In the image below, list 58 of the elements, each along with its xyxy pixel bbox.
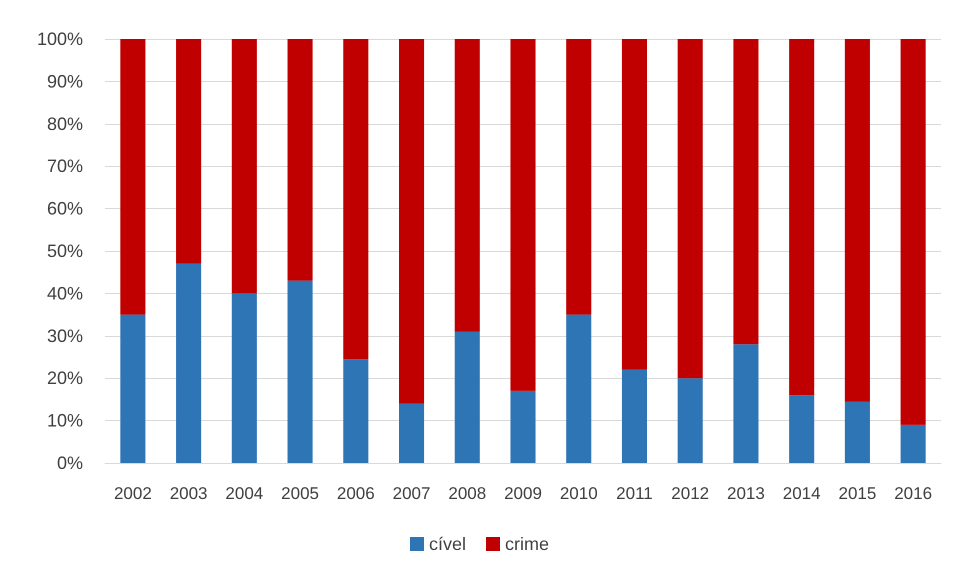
x-tick-label: 2005	[281, 484, 319, 503]
bar	[622, 39, 648, 370]
bar	[454, 39, 480, 332]
y-tick-label: 100%	[36, 29, 83, 49]
bar	[900, 424, 926, 463]
bar	[288, 280, 313, 463]
legend-label: crime	[505, 534, 550, 554]
x-tick-label: 2002	[114, 484, 152, 503]
bar	[232, 293, 257, 463]
x-tick-label: 2011	[616, 484, 653, 503]
bar	[844, 402, 870, 463]
bar	[678, 39, 703, 378]
bar	[398, 404, 424, 463]
bar	[733, 344, 758, 463]
x-tick-label: 2006	[336, 484, 375, 503]
bar	[343, 359, 368, 463]
x-tick-label: 2007	[392, 484, 430, 503]
bar	[232, 39, 257, 294]
bar	[398, 39, 424, 404]
bar	[789, 395, 814, 463]
bar	[678, 378, 703, 463]
x-tick-label: 2014	[782, 484, 821, 503]
x-tick-label: 2013	[727, 484, 765, 503]
x-tick-label: 2008	[448, 484, 486, 503]
x-tick-label: 2016	[894, 484, 932, 503]
bar	[510, 390, 536, 463]
bar	[789, 39, 814, 396]
y-tick-label: 20%	[46, 368, 83, 388]
bar	[510, 39, 536, 391]
bar	[288, 39, 313, 281]
bar	[120, 314, 146, 463]
bar	[566, 314, 592, 463]
bar	[566, 39, 592, 315]
y-tick-label: 0%	[56, 453, 83, 473]
y-tick-label: 10%	[46, 410, 83, 431]
y-tick-label: 30%	[46, 326, 83, 346]
x-tick-label: 2010	[560, 484, 598, 503]
bar	[120, 39, 146, 315]
bar	[176, 39, 202, 264]
bar	[343, 39, 368, 360]
y-tick-label: 80%	[46, 114, 83, 134]
bar	[900, 39, 926, 425]
bar	[454, 332, 480, 463]
y-tick-label: 70%	[46, 156, 83, 176]
legend-label: cível	[428, 534, 466, 554]
x-tick-label: 2009	[504, 484, 542, 503]
bar	[733, 39, 758, 344]
bar	[844, 39, 870, 402]
x-tick-label: 2003	[170, 484, 208, 503]
bar	[176, 264, 202, 463]
x-tick-label: 2012	[671, 484, 710, 503]
x-tick-label: 2004	[225, 484, 264, 503]
y-tick-label: 50%	[46, 241, 83, 261]
x-tick-label: 2015	[838, 484, 876, 503]
y-tick-label: 60%	[46, 198, 83, 219]
bar	[622, 370, 648, 463]
y-tick-label: 90%	[46, 71, 83, 92]
y-tick-label: 40%	[46, 283, 83, 304]
